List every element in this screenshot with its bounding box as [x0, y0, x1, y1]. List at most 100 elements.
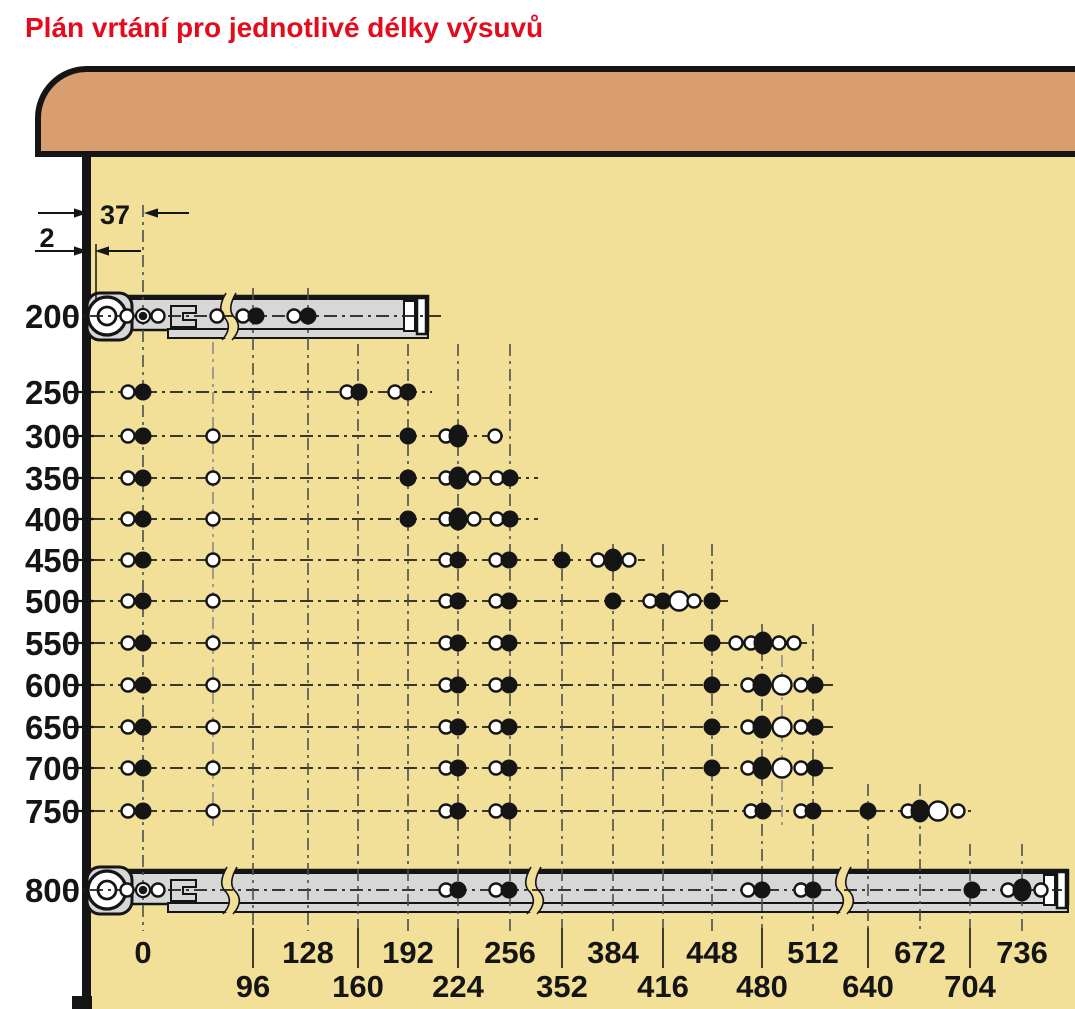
drill-hole-filled-large: [752, 756, 772, 780]
drill-hole-filled: [134, 634, 152, 652]
x-axis-label-128: 128: [282, 935, 334, 970]
drill-hole-filled: [753, 881, 771, 899]
rail-break-edge: [219, 292, 230, 341]
drill-hole-filled: [806, 759, 824, 777]
rail-break-gap: [221, 290, 238, 344]
drill-hole-open: [466, 511, 482, 527]
x-axis-label-512: 512: [787, 935, 839, 970]
x-axis-label-192: 192: [382, 935, 434, 970]
grid-column-384: 384: [587, 544, 640, 970]
drill-hole-open: [728, 635, 744, 651]
drill-hole-filled: [553, 551, 571, 569]
drill-hole-open: [205, 428, 221, 444]
row-label-550: 550: [25, 625, 80, 662]
dim-2-label: 2: [39, 223, 54, 253]
dim-2-arrow-right: [74, 246, 88, 256]
grid-column-448: 448: [686, 544, 738, 970]
rail-break-edge: [524, 866, 535, 915]
dim-37-annotation: 37: [38, 200, 189, 230]
drill-hole-open: [120, 635, 136, 651]
drill-hole-open: [120, 552, 136, 568]
drill-hole-filled: [399, 383, 417, 401]
drill-hole-open: [793, 760, 809, 776]
mounting-clip-icon: [170, 879, 197, 902]
row-label-600: 600: [25, 667, 80, 704]
drill-hole-filled: [804, 802, 822, 820]
x-axis-label-448: 448: [686, 935, 738, 970]
mounting-clip-icon: [170, 305, 197, 328]
grid-column-704: 704: [944, 844, 997, 1004]
drill-hole-open: [621, 552, 637, 568]
drill-hole-open: [120, 803, 136, 819]
drill-hole-filled: [703, 592, 721, 610]
drill-hole-open: [120, 428, 136, 444]
dim-37-label: 37: [100, 200, 130, 230]
drill-hole-open: [686, 593, 702, 609]
drill-hole-filled: [134, 510, 152, 528]
drill-hole-open: [119, 308, 135, 324]
rail-top-edge: [90, 869, 1066, 874]
drill-hole-filled: [399, 469, 417, 487]
drill-hole-open: [740, 882, 756, 898]
rail-break-edge: [834, 866, 845, 915]
drill-hole-filled: [500, 551, 518, 569]
row-label-250: 250: [25, 374, 80, 411]
drill-row-500: 500: [25, 583, 728, 620]
rail-break-gap: [222, 864, 239, 918]
grid-column-160: 160: [332, 344, 384, 1004]
drill-hole-open: [1033, 882, 1049, 898]
dim-37-arrow-left: [144, 208, 158, 218]
drill-hole-open: [590, 552, 606, 568]
drill-hole-open-large: [771, 716, 793, 738]
drill-hole-open-large: [771, 757, 793, 779]
rail-break-edge: [230, 866, 241, 915]
x-axis-label-224: 224: [432, 969, 484, 1004]
drill-hole-open: [205, 760, 221, 776]
drill-hole-open: [120, 677, 136, 693]
grid-column-672: 672: [894, 784, 946, 970]
drill-hole-filled: [449, 881, 467, 899]
drill-hole-open: [150, 308, 166, 324]
rail-break-edge: [229, 292, 240, 341]
row-label-350: 350: [25, 460, 80, 497]
grid-column-416: 416: [637, 544, 689, 1004]
drill-hole-open: [120, 384, 136, 400]
x-axis-label-704: 704: [944, 969, 996, 1004]
drill-hole-open: [205, 511, 221, 527]
drill-hole-filled: [500, 802, 518, 820]
drill-hole-filled: [134, 718, 152, 736]
drill-hole-filled: [500, 676, 518, 694]
drill-hole-open: [771, 635, 787, 651]
row-label-700: 700: [25, 750, 80, 787]
drill-row-300: 300: [25, 418, 505, 455]
drill-hole-open: [120, 593, 136, 609]
drill-hole-filled: [754, 802, 772, 820]
rail-break-edge: [844, 866, 855, 915]
drill-hole-filled: [399, 427, 417, 445]
drill-hole-open: [950, 803, 966, 819]
rail-break-edge: [220, 866, 231, 915]
x-axis-label-640: 640: [842, 969, 894, 1004]
drill-hole-open: [150, 882, 166, 898]
rail-top-edge: [90, 295, 426, 300]
rail-break-gap: [836, 864, 853, 918]
drill-hole-filled: [654, 592, 672, 610]
slide-rail-200: 200: [25, 290, 444, 344]
drill-hole-filled: [703, 634, 721, 652]
drill-hole-filled: [299, 307, 317, 325]
x-axis-label-0: 0: [134, 935, 151, 970]
drill-hole-filled: [500, 881, 518, 899]
drill-hole-filled: [859, 802, 877, 820]
row-label-300: 300: [25, 418, 80, 455]
drill-hole-open: [120, 760, 136, 776]
drill-row-250: 250: [25, 374, 432, 411]
drill-hole-filled-large: [753, 631, 773, 655]
x-axis-label-736: 736: [996, 935, 1048, 970]
drill-hole-filled: [500, 592, 518, 610]
dim-37-arrow-right: [74, 208, 88, 218]
bottom-left-notch: [72, 996, 92, 1009]
row-label-200: 200: [25, 298, 80, 335]
drill-hole-open: [205, 719, 221, 735]
